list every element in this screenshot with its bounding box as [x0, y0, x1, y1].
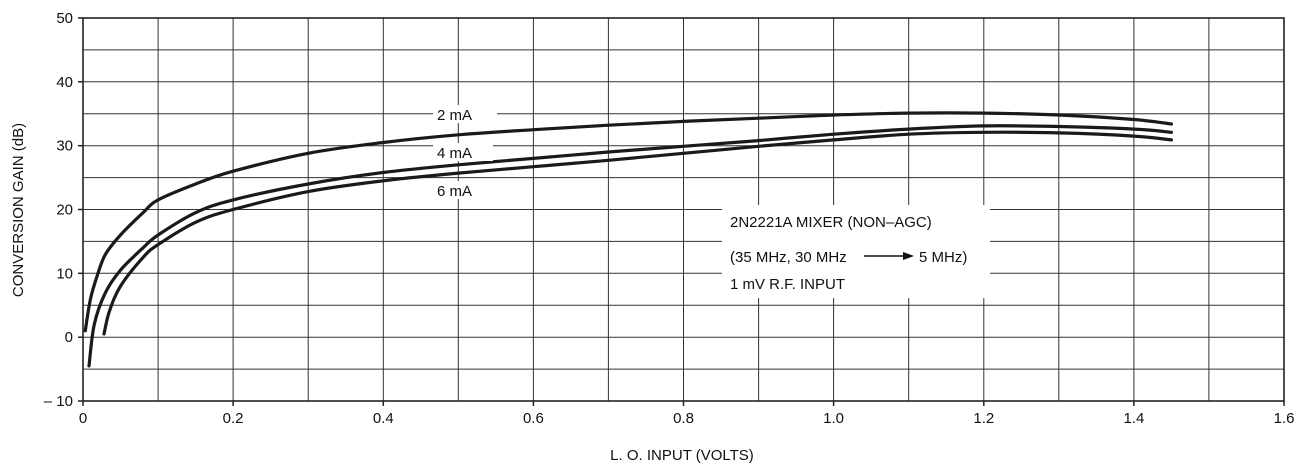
y-tick-label: 20 — [56, 202, 73, 219]
series-line-6ma — [102, 130, 1173, 336]
series-line-4ma — [87, 124, 1173, 368]
grid-lines — [82, 17, 1285, 402]
annotation-bg — [722, 205, 990, 298]
x-tick-label: 0.2 — [223, 410, 244, 427]
y-tick-label: 10 — [56, 265, 73, 282]
annotation-line-2a: (35 MHz, 30 MHz — [730, 249, 847, 266]
annotation-line-3: 1 mV R.F. INPUT — [730, 276, 845, 293]
x-tick-label: 0.6 — [523, 410, 544, 427]
annotation-arrow-head — [903, 252, 914, 260]
y-axis-title: CONVERSION GAIN (dB) — [10, 123, 27, 297]
series-group — [83, 111, 1173, 368]
label-bg-2ma — [433, 105, 497, 123]
x-tick-label: 0 — [79, 410, 87, 427]
x-tick-label: 0.8 — [673, 410, 694, 427]
x-tick-label: 0.4 — [373, 410, 394, 427]
y-tick-label: 50 — [56, 10, 73, 27]
label-bg-4ma — [433, 143, 493, 161]
x-tick-label: 1.4 — [1123, 410, 1144, 427]
series-label-6ma: 6 mA — [437, 183, 472, 200]
x-tick-label: 1.0 — [823, 410, 844, 427]
series-line-2ma — [83, 111, 1173, 333]
y-tick-label: 40 — [56, 74, 73, 91]
annotation-line-1: 2N2221A MIXER (NON–AGC) — [730, 214, 932, 231]
y-tick-labels: – 10 0 10 20 30 40 50 — [44, 10, 83, 410]
y-tick-label: – 10 — [44, 393, 73, 410]
x-axis-title: L. O. INPUT (VOLTS) — [610, 447, 754, 464]
label-bg-6ma — [433, 181, 485, 199]
x-tick-label: 1.2 — [973, 410, 994, 427]
y-tick-label: 0 — [65, 329, 73, 346]
annotation-line-2b: 5 MHz) — [919, 249, 967, 266]
y-tick-label: 30 — [56, 138, 73, 155]
x-tick-label: 1.6 — [1274, 410, 1295, 427]
x-tick-labels: 0 0.2 0.4 0.6 0.8 1.0 1.2 1.4 1.6 — [79, 401, 1295, 427]
series-label-2ma: 2 mA — [437, 107, 472, 124]
series-label-4ma: 4 mA — [437, 145, 472, 162]
